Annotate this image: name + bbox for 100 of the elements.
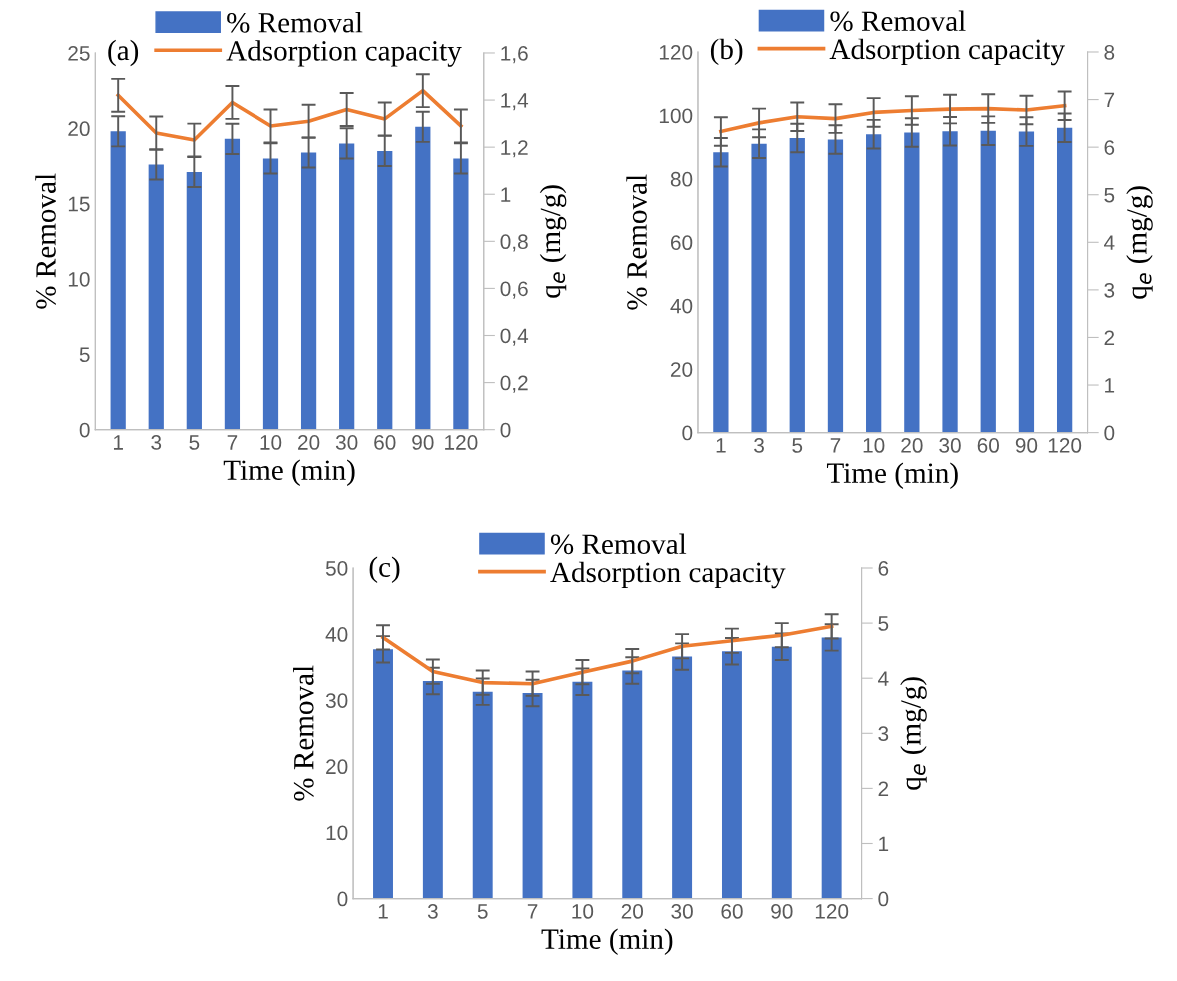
x-tick-label: 30 <box>939 438 961 453</box>
x-axis-title: Time (min) <box>541 928 673 955</box>
x-tick-label: 10 <box>260 435 282 450</box>
bar <box>904 132 920 433</box>
y2-tick-label: 5 <box>878 616 889 631</box>
bar <box>1056 127 1073 433</box>
y2-tick-label: 2 <box>1104 330 1115 346</box>
y2-tick-label: 0,2 <box>500 375 528 393</box>
bar <box>186 172 202 430</box>
bar <box>942 131 958 433</box>
y2-tick-label: 4 <box>1104 235 1115 250</box>
y-tick-label: 120 <box>659 44 693 60</box>
y2-tick-label: 7 <box>1104 92 1115 108</box>
y-tick-label: 60 <box>670 235 693 251</box>
x-tick-label: 120 <box>1048 438 1082 453</box>
y2-tick-label: 0,8 <box>500 234 528 252</box>
bar <box>224 138 241 430</box>
x-tick-label: 60 <box>977 438 1000 453</box>
y-tick-label: 0 <box>682 425 693 441</box>
y2-axis-title: q$_{e}$ (mg/g) <box>900 677 927 790</box>
x-tick-label: 1 <box>716 438 726 453</box>
legend-label: % Removal <box>227 12 363 33</box>
y-tick-label: 10 <box>326 825 348 841</box>
y2-tick-label: 1,6 <box>501 45 528 64</box>
x-tick-label: 1 <box>113 435 123 450</box>
y-tick-label: 50 <box>325 561 348 576</box>
x-tick-label: 90 <box>1015 438 1038 453</box>
y2-axis-title: q$_{e}$ (mg/g) <box>539 185 567 298</box>
bar <box>339 143 355 430</box>
y-axis-title: % Removal <box>35 173 56 309</box>
bar <box>300 152 317 430</box>
x-tick-label: 7 <box>227 435 238 450</box>
y2-tick-label: 1 <box>501 187 511 202</box>
bar <box>622 670 643 899</box>
bar <box>472 691 493 899</box>
y2-tick-label: 0,4 <box>500 328 529 346</box>
bar <box>373 649 393 899</box>
x-tick-label: 90 <box>771 904 793 919</box>
legend-label: Adsorption capacity <box>829 38 1065 66</box>
y2-tick-label: 1,4 <box>501 93 529 111</box>
y2-tick-label: 8 <box>1104 44 1115 60</box>
y-axis-title: % Removal <box>293 665 314 801</box>
line-series <box>381 624 834 686</box>
bar <box>866 134 882 433</box>
bar <box>789 137 805 433</box>
legend-label: Adsorption capacity <box>550 561 786 589</box>
annotation: (b) <box>710 38 743 66</box>
x-tick-label: 3 <box>151 435 162 450</box>
y-tick-label: 80 <box>670 171 693 187</box>
x-tick-label: 60 <box>374 435 396 450</box>
x-tick-label: 20 <box>621 904 644 919</box>
y-tick-label: 30 <box>325 693 348 708</box>
legend-label: % Removal <box>830 10 966 32</box>
y2-tick-label: 0 <box>878 891 889 907</box>
bar <box>377 150 393 430</box>
y-tick-label: 10 <box>68 272 90 287</box>
bar <box>980 130 996 433</box>
y2-axis-title: q$_{e}$ (mg/g) <box>1126 186 1153 299</box>
y2-tick-label: 1,2 <box>501 140 528 158</box>
y-tick-label: 40 <box>670 298 693 314</box>
x-tick-label: 5 <box>477 904 488 919</box>
y-tick-label: 0 <box>79 422 90 438</box>
y2-tick-label: 0,6 <box>500 281 528 299</box>
y2-tick-label: 5 <box>1104 187 1115 203</box>
y-tick-label: 0 <box>337 891 348 907</box>
bar <box>148 164 164 430</box>
x-tick-label: 5 <box>189 435 200 450</box>
y-tick-label: 15 <box>68 196 90 212</box>
y2-tick-label: 3 <box>878 726 889 742</box>
annotation: (a) <box>108 39 139 67</box>
bar <box>721 651 742 899</box>
x-tick-label: 10 <box>863 438 885 453</box>
y2-tick-label: 4 <box>878 671 889 686</box>
y2-tick-label: 0 <box>500 422 511 438</box>
x-tick-label: 120 <box>815 904 849 919</box>
bar <box>1018 131 1035 433</box>
y2-tick-label: 3 <box>1104 282 1115 298</box>
bar <box>522 692 543 899</box>
y-tick-label: 20 <box>670 362 693 377</box>
y-tick-label: 20 <box>68 121 90 137</box>
x-tick-label: 90 <box>412 435 434 450</box>
y2-tick-label: 1 <box>1105 378 1115 393</box>
bar <box>827 139 844 433</box>
legend-label: Adsorption capacity <box>226 40 462 67</box>
x-axis-title: Time (min) <box>223 459 355 486</box>
x-tick-label: 60 <box>721 904 743 919</box>
x-tick-label: 1 <box>378 904 388 919</box>
y-tick-label: 20 <box>326 759 348 775</box>
x-tick-label: 5 <box>792 438 803 453</box>
bar <box>713 152 729 433</box>
y2-tick-label: 6 <box>1104 140 1115 155</box>
bar <box>821 637 842 899</box>
line-series <box>719 103 1067 134</box>
x-tick-label: 7 <box>527 904 538 919</box>
annotation: (c) <box>369 556 400 583</box>
y2-tick-label: 0 <box>1104 425 1115 441</box>
y-tick-label: 25 <box>68 45 90 61</box>
y2-tick-label: 1 <box>879 836 889 852</box>
bar <box>771 646 792 899</box>
bar <box>110 131 126 430</box>
